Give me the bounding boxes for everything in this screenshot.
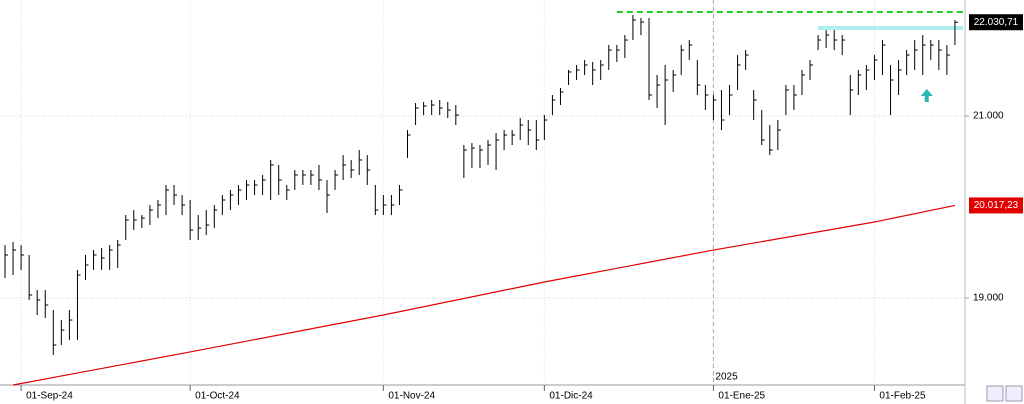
price-label: 22.030,71 <box>974 17 1019 28</box>
tool-button[interactable] <box>986 385 1004 402</box>
x-tick-label: 01-Nov-24 <box>388 391 435 402</box>
y-tick-label: 21.000 <box>973 111 1004 122</box>
tool-button[interactable] <box>1005 385 1023 402</box>
x-tick-label: 01-Sep-24 <box>26 391 73 402</box>
x-tick-label: 01-Oct-24 <box>195 391 240 402</box>
x-tick-label: 01-Feb-25 <box>879 391 926 402</box>
x-tick-label: 01-Ene-25 <box>718 391 765 402</box>
moving-average-line <box>12 204 956 386</box>
annotation-arrow <box>920 88 933 102</box>
year-label: 2025 <box>715 372 738 383</box>
y-tick-label: 19.000 <box>973 293 1004 304</box>
x-tick-label: 01-Dic-24 <box>549 391 593 402</box>
price-label: 20.017,23 <box>974 200 1019 211</box>
price-label-box <box>969 197 1023 214</box>
price-label-box <box>969 14 1023 31</box>
